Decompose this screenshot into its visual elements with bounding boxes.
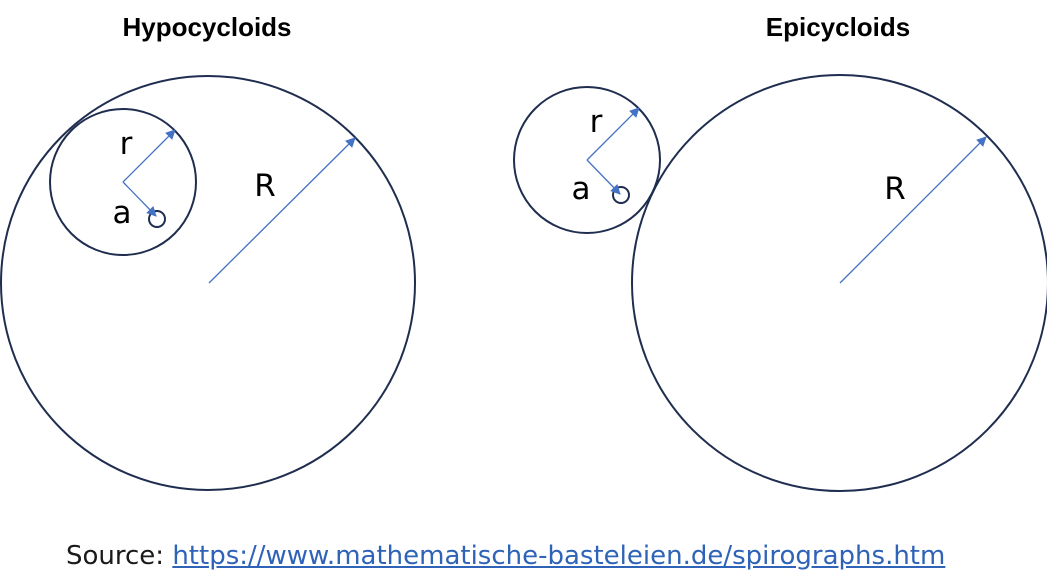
source-link[interactable]: https://www.mathematische-basteleien.de/… — [172, 541, 946, 571]
hypo-label-R: R — [254, 168, 276, 204]
hypo-R-radius-arrow — [208, 137, 356, 284]
epi-R-radius-arrow — [839, 136, 987, 284]
epi-label-a: a — [572, 171, 591, 207]
hypo-r-radius-arrow — [122, 129, 176, 183]
epi-r-radius-arrow — [586, 107, 640, 161]
hypocycloid-panel: Hypocycloids r a R — [0, 12, 416, 491]
source-prefix: Source: — [66, 541, 165, 571]
hypo-rolling-circle — [49, 108, 197, 256]
hypo-a-offset-arrow — [122, 181, 157, 217]
hypo-label-a: a — [113, 195, 132, 231]
epicycloid-title: Epicycloids — [766, 12, 911, 42]
epi-a-offset-arrow — [586, 159, 621, 195]
hypo-fixed-circle — [0, 75, 416, 491]
source-citation: Source: https://www.mathematische-bastel… — [66, 541, 945, 571]
hypocycloid-title: Hypocycloids — [122, 12, 291, 42]
epi-label-R: R — [884, 171, 906, 207]
hypo-label-r: r — [120, 126, 133, 162]
epicycloid-panel: Epicycloids r a R — [513, 12, 1047, 492]
epi-fixed-circle — [631, 74, 1047, 492]
epi-rolling-circle — [513, 86, 661, 234]
epi-label-r: r — [590, 104, 603, 140]
epi-tracing-point — [612, 186, 630, 204]
hypo-tracing-point — [148, 210, 166, 228]
